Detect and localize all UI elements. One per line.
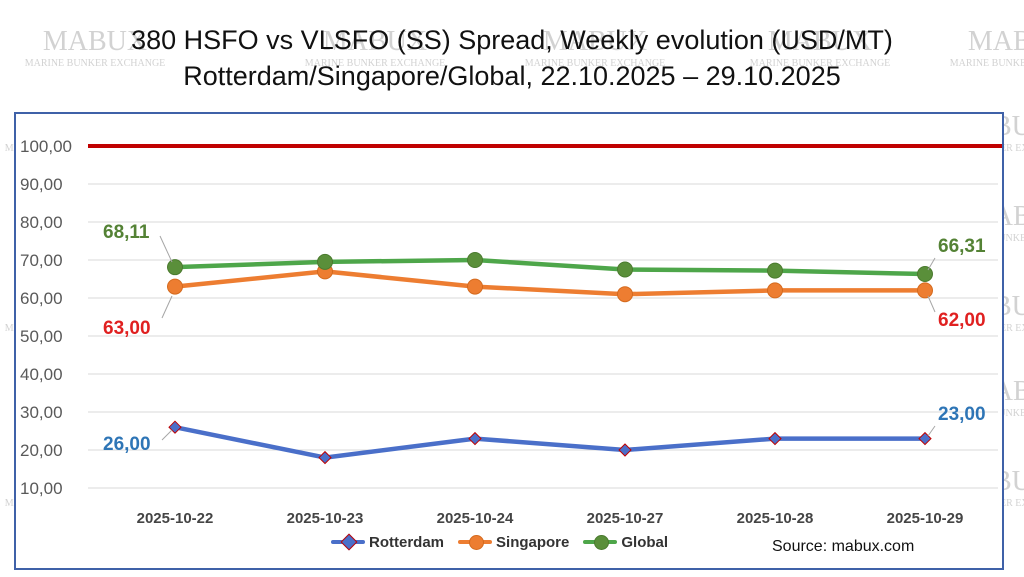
data-point-singapore	[167, 278, 183, 295]
legend-marker-rotterdam	[340, 533, 358, 551]
y-tick-label: 70,00	[20, 251, 63, 270]
chart-title-line-2: Rotterdam/Singapore/Global, 22.10.2025 –…	[183, 61, 841, 91]
source-note: Source: mabux.com	[772, 538, 915, 555]
data-point-rotterdam	[468, 431, 482, 446]
legend-label-rotterdam: Rotterdam	[369, 533, 445, 551]
data-point-global	[317, 253, 333, 270]
data-point-global	[767, 262, 783, 279]
y-tick-label: 100,00	[20, 137, 72, 156]
data-point-global	[617, 261, 633, 278]
data-point-singapore	[467, 278, 483, 295]
watermark-tagline: MARINE BUNKER EXCHANGE	[750, 58, 891, 69]
x-tick-label: 2025-10-28	[737, 510, 814, 527]
x-tick-label: 2025-10-27	[587, 510, 664, 527]
data-point-global	[467, 252, 483, 268]
plot-frame	[14, 112, 1004, 570]
x-tick-label: 2025-10-24	[437, 510, 514, 527]
legend-item-global: Global	[583, 534, 668, 551]
legend-line-global	[583, 535, 618, 550]
data-label-global-end: 66,31	[938, 236, 986, 257]
series-line-global	[174, 257, 926, 277]
legend-label-global: Global	[621, 533, 669, 551]
x-tick-label: 2025-10-22	[137, 510, 214, 527]
data-label-leader	[927, 295, 936, 313]
legend-marker-singapore	[469, 535, 485, 550]
y-tick-label: 60,00	[20, 289, 63, 308]
y-tick-label: 30,00	[20, 403, 63, 422]
data-label-leader	[161, 429, 173, 441]
y-tick-label: 20,00	[20, 441, 63, 460]
watermark-tagline: MARINE BUNKER EXCHANGE	[525, 58, 666, 69]
data-point-rotterdam	[318, 450, 332, 465]
watermark-tagline: MARINE BUNKER EXCHANGE	[305, 58, 446, 69]
legend-line-rotterdam	[331, 533, 365, 551]
data-point-rotterdam	[618, 443, 632, 457]
data-label-leader	[927, 257, 936, 271]
data-label-singapore-start: 63,00	[103, 318, 151, 339]
watermark-tagline: MARINE BUNKER EXCHANGE	[950, 58, 1024, 69]
data-label-global-start: 68,11	[103, 222, 150, 243]
data-point-rotterdam	[768, 431, 782, 446]
y-tick-label: 80,00	[20, 213, 63, 232]
watermark-word: MABUX	[768, 26, 872, 57]
data-label-rotterdam-end: 23,00	[938, 404, 986, 425]
data-point-singapore	[917, 282, 933, 299]
watermark-word: MABUX	[968, 26, 1024, 57]
legend-marker-global	[594, 535, 610, 550]
data-label-leader	[159, 235, 173, 263]
data-label-leader	[927, 425, 936, 437]
y-tick-label: 90,00	[20, 175, 63, 194]
x-tick-label: 2025-10-29	[887, 510, 964, 527]
data-label-leader	[161, 295, 173, 319]
chart-title: 380 HSFO vs VLSFO (SS) Spread, Weekly ev…	[0, 22, 1024, 94]
series-line-rotterdam	[174, 424, 925, 460]
data-label-rotterdam-start: 26,00	[103, 434, 151, 455]
watermark-word: MABUX	[323, 26, 427, 57]
watermark-word: MABUX	[43, 26, 147, 57]
chart-title-line-1: 380 HSFO vs VLSFO (SS) Spread, Weekly ev…	[131, 25, 893, 55]
x-tick-label: 2025-10-23	[287, 510, 364, 527]
legend-item-rotterdam: Rotterdam	[331, 534, 444, 551]
y-tick-label: 50,00	[20, 327, 63, 346]
y-tick-label: 10,00	[20, 479, 63, 498]
watermark-word: MABUX	[543, 26, 647, 57]
chart-legend: Rotterdam Singapore Global	[331, 530, 668, 554]
data-point-global	[917, 266, 933, 283]
watermark-tagline: MARINE BUNKER EXCHANGE	[25, 58, 166, 69]
data-point-global	[167, 259, 183, 276]
data-point-singapore	[617, 286, 633, 303]
data-point-singapore	[767, 282, 783, 299]
legend-line-singapore	[458, 535, 493, 550]
series-line-singapore	[174, 269, 925, 297]
legend-item-singapore: Singapore	[458, 534, 569, 551]
y-tick-label: 40,00	[20, 365, 63, 384]
data-label-singapore-end: 62,00	[938, 310, 986, 331]
legend-label-singapore: Singapore	[496, 533, 570, 551]
